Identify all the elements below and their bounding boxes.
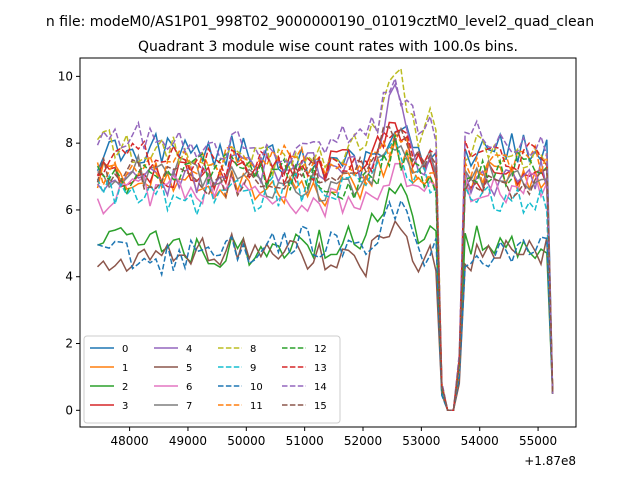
chart-title: Quadrant 3 module wise count rates with … [138, 39, 518, 55]
x-tick-label: 53000 [402, 434, 440, 448]
x-tick-label: 55000 [519, 434, 557, 448]
series-line-8 [96, 67, 554, 412]
legend-label: 7 [186, 401, 192, 412]
plot-frame [79, 57, 577, 428]
y-tick-label: 4 [65, 270, 73, 284]
series-line-12 [96, 134, 554, 412]
x-tick-label: 51000 [286, 434, 324, 448]
series-line-15 [96, 125, 554, 412]
plot-lines [96, 67, 554, 412]
series-line-9 [96, 136, 554, 412]
legend-label: 15 [314, 401, 327, 412]
legend-label: 12 [314, 344, 327, 355]
series-line-2 [97, 182, 554, 412]
x-axis: 48000 49000 50000 51000 52000 53000 54000 55000 [111, 427, 557, 448]
legend-label: 0 [122, 344, 128, 355]
series-line-6 [96, 162, 554, 412]
series-line-14 [96, 76, 554, 412]
x-offset-label: +1.87e8 [524, 454, 576, 468]
legend-label: 10 [250, 382, 263, 393]
legend-label: 8 [250, 344, 256, 355]
y-tick-label: 0 [65, 403, 73, 417]
series-line-5 [96, 219, 554, 412]
x-tick-label: 52000 [344, 434, 382, 448]
legend-label: 11 [250, 401, 263, 412]
series-line-10 [97, 198, 554, 412]
y-axis: 0 2 4 6 8 10 [58, 69, 80, 417]
x-tick-label: 48000 [111, 434, 149, 448]
figure-suptitle: n file: modeM0/AS1P01_998T02_9000000190_… [46, 14, 594, 30]
legend-label: 1 [122, 363, 128, 374]
x-tick-label: 50000 [227, 434, 265, 448]
legend-label: 9 [250, 363, 256, 374]
legend-label: 5 [186, 363, 192, 374]
y-tick-label: 2 [65, 337, 73, 351]
legend-label: 13 [314, 363, 327, 374]
y-tick-label: 6 [65, 203, 73, 217]
legend-box [83, 335, 341, 424]
x-tick-label: 54000 [461, 434, 499, 448]
x-tick-label: 49000 [169, 434, 207, 448]
y-tick-label: 10 [58, 69, 73, 83]
legend-label: 4 [186, 344, 192, 355]
legend-label: 14 [314, 382, 327, 393]
y-tick-label: 8 [65, 136, 73, 150]
series-line-7 [97, 144, 554, 412]
legend-label: 3 [122, 401, 128, 412]
legend-label: 2 [122, 382, 128, 393]
legend-label: 6 [186, 382, 192, 393]
series-line-11 [96, 131, 554, 412]
